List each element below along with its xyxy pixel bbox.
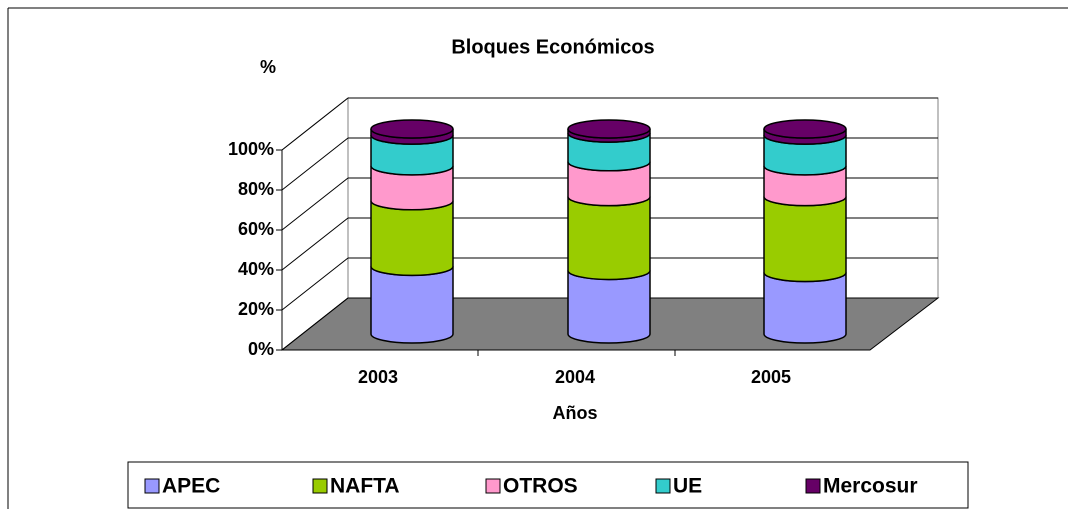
legend-swatch — [485, 478, 501, 494]
x-tick-label: 2003 — [358, 367, 398, 387]
legend-swatch — [655, 478, 671, 494]
cylinder-segment — [763, 272, 847, 344]
x-tick-label: 2004 — [555, 367, 595, 387]
y-axis-label: % — [260, 57, 276, 77]
legend — [127, 461, 969, 509]
grid-line — [281, 177, 349, 231]
cylinder-segment — [370, 200, 454, 277]
y-tick-label: 0% — [248, 339, 274, 359]
grid-line — [281, 297, 349, 351]
y-tick-label: 80% — [238, 179, 274, 199]
cylinder-top — [763, 119, 847, 139]
grid-line — [281, 257, 349, 311]
grid-line — [281, 137, 349, 191]
cylinder-top — [567, 119, 651, 139]
cylinder-segment — [567, 196, 651, 281]
legend-swatch — [312, 478, 328, 494]
legend-swatch — [144, 478, 160, 494]
grid-line — [281, 217, 349, 271]
legend-label: UE — [673, 475, 702, 498]
cylinder-segment — [567, 270, 651, 344]
x-axis-label: Años — [553, 403, 598, 423]
legend-label: Mercosur — [823, 475, 918, 498]
x-tick-label: 2005 — [751, 367, 791, 387]
cylinder-segment — [370, 266, 454, 344]
y-tick-label: 20% — [238, 299, 274, 319]
y-tick-label: 40% — [238, 259, 274, 279]
chart-title: Bloques Económicos — [451, 36, 654, 58]
grid-line — [281, 97, 349, 151]
legend-label: NAFTA — [330, 475, 400, 498]
cylinder-top — [370, 119, 454, 139]
legend-label: APEC — [162, 475, 220, 498]
legend-swatch — [805, 478, 821, 494]
legend-label: OTROS — [503, 475, 578, 498]
y-tick-label: 60% — [238, 219, 274, 239]
y-tick-label: 100% — [228, 139, 274, 159]
cylinder-segment — [763, 196, 847, 283]
